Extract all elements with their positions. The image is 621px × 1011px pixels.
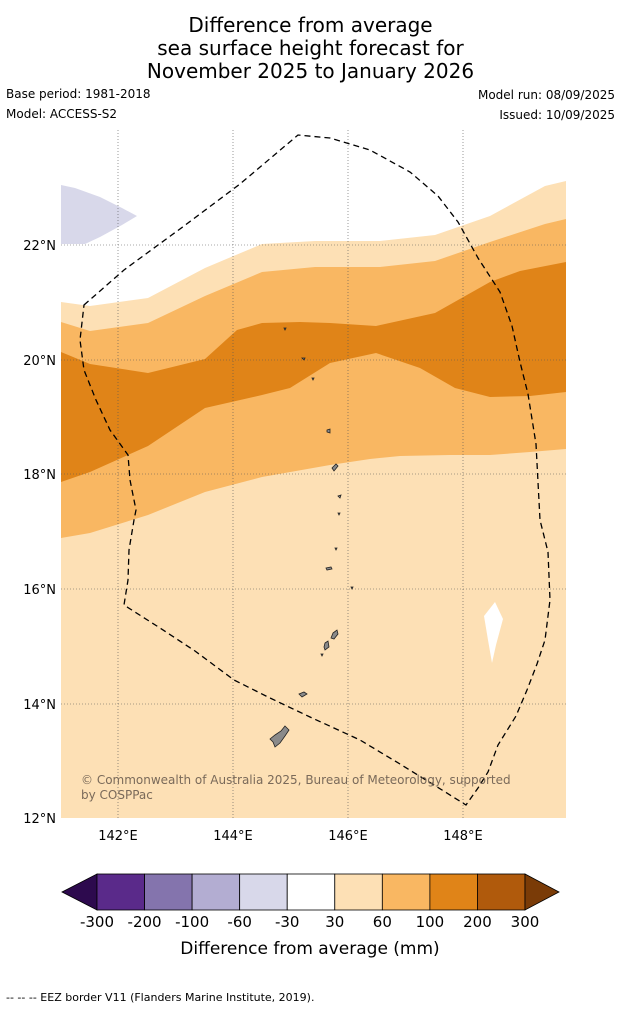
colorbar-box	[191, 873, 241, 911]
island-maug	[301, 357, 306, 361]
colorbar: -300 -200 -100 -60 -30 30 60 100 200 300 Differen…	[61, 873, 560, 959]
lat-tick-18: 18°N	[23, 468, 56, 483]
colorbar-box	[239, 873, 288, 911]
island-pagan	[331, 463, 339, 472]
colorbar-box	[477, 873, 526, 911]
lat-tick-12: 12°N	[23, 812, 56, 827]
island-alamagan	[337, 494, 342, 499]
lat-tick-16: 16°N	[23, 583, 56, 598]
lon-tick-146: 146°E	[328, 829, 368, 844]
colorbar-tick-label: 200	[463, 913, 492, 931]
colorbar-tick-label: -30	[275, 913, 300, 931]
island-saipan	[330, 629, 339, 640]
lat-tick-22: 22°N	[23, 239, 56, 254]
lon-tick-148: 148°E	[443, 829, 483, 844]
island-guguan	[337, 512, 341, 516]
island-anatahan	[325, 566, 333, 571]
island-guam	[269, 725, 290, 748]
colorbar-box	[286, 873, 336, 911]
island-small-east	[350, 586, 354, 590]
colorbar-tick-label: 100	[416, 913, 445, 931]
model-run-label: Model run: 08/09/2025	[477, 88, 615, 102]
colorbar-tick-label: 300	[511, 913, 540, 931]
contour-hole	[484, 602, 503, 663]
colorbar-tick-label: 30	[325, 913, 344, 931]
colorbar-tick-label: -300	[80, 913, 114, 931]
credit-line-1: © Commonwealth of Australia 2025, Bureau…	[81, 773, 511, 787]
graticule	[61, 130, 566, 818]
base-period-label: Base period: 1981-2018	[6, 87, 151, 101]
colorbar-max-extend	[524, 873, 560, 911]
eez-legend-note: -- -- -- EEZ border V11 (Flanders Marine…	[6, 991, 315, 1004]
islands	[269, 327, 354, 748]
island-uracas	[283, 327, 287, 331]
lat-ticks: 12°N 14°N 16°N 18°N 20°N 22°N	[23, 239, 56, 827]
contour-100-200	[61, 262, 566, 482]
title-line-2: sea surface height forecast for	[157, 36, 464, 60]
map-area[interactable]: © Commonwealth of Australia 2025, Bureau…	[61, 130, 566, 818]
lon-ticks: 142°E 144°E 146°E 148°E	[98, 829, 483, 844]
lon-tick-142: 142°E	[98, 829, 138, 844]
title-line-3: November 2025 to January 2026	[146, 59, 475, 83]
colorbar-box	[96, 873, 145, 911]
title-line-1: Difference from average	[188, 13, 433, 37]
eez-boundary	[79, 134, 551, 806]
model-label: Model: ACCESS-S2	[6, 107, 118, 121]
lat-tick-14: 14°N	[23, 698, 56, 713]
colorbar-title: Difference from average (mm)	[180, 939, 439, 959]
lat-tick-20: 20°N	[23, 354, 56, 369]
contour-neg-30-60	[61, 185, 137, 244]
credit-line-2: by COSPPac	[81, 788, 153, 802]
lon-tick-144: 144°E	[213, 829, 253, 844]
island-rota	[298, 691, 308, 698]
map-title: Difference from average sea surface heig…	[0, 14, 621, 83]
colorbar-box	[334, 873, 383, 911]
issued-label: Issued: 10/09/2025	[499, 108, 615, 122]
island-asuncion	[311, 377, 315, 381]
island-tinian	[323, 640, 330, 651]
colorbar-tick-label: -100	[175, 913, 209, 931]
colorbar-tick-label: -200	[128, 913, 162, 931]
colorbar-min-extend	[61, 873, 98, 911]
colorbar-box	[429, 873, 478, 911]
colorbar-tick-label: -60	[227, 913, 252, 931]
colorbar-box	[381, 873, 431, 911]
island-agrihan	[326, 428, 331, 434]
island-aguijan	[320, 653, 324, 657]
colorbar-box	[144, 873, 193, 911]
island-sarigan	[334, 547, 338, 551]
colorbar-tick-label: 60	[373, 913, 392, 931]
